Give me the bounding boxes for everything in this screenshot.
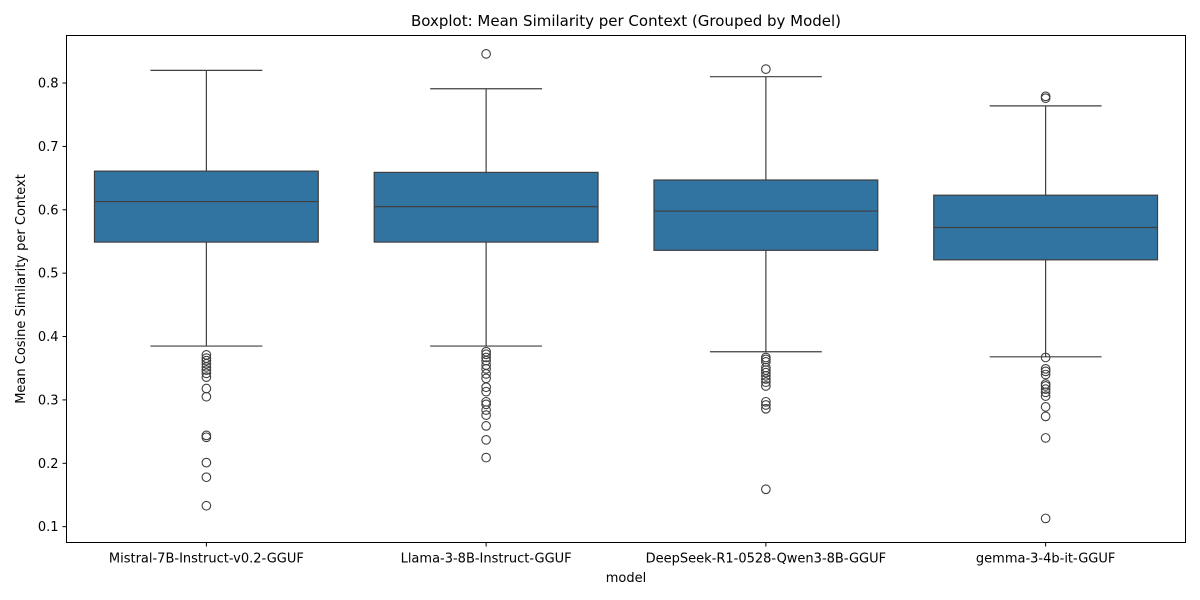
- outlier-point: [201, 432, 212, 443]
- outlier-point: [481, 386, 491, 397]
- y-tick-label: 0.8: [38, 77, 59, 92]
- box-group: [93, 69, 319, 511]
- outlier-point: [1040, 366, 1051, 377]
- outlier-point: [481, 49, 491, 59]
- outlier-point: [481, 421, 491, 431]
- outlier-point: [761, 400, 771, 410]
- outlier-point: [1040, 402, 1051, 412]
- outlier-point: [761, 377, 771, 388]
- y-tick-label: 0.4: [38, 330, 59, 345]
- outlier-point: [1040, 387, 1051, 398]
- box-series: [93, 49, 1159, 524]
- outlier-point: [481, 410, 491, 420]
- outlier-point: [201, 472, 212, 483]
- outlier-point: [481, 382, 491, 393]
- x-tick-label: gemma-3-4b-it-GGUF: [976, 552, 1115, 567]
- outlier-point: [1040, 384, 1051, 394]
- box-group: [933, 91, 1159, 524]
- outlier-point: [761, 381, 771, 391]
- outlier-point: [761, 484, 771, 495]
- y-tick-label: 0.1: [38, 520, 59, 535]
- outlier-point: [481, 369, 491, 379]
- x-axis-label: model: [606, 571, 646, 586]
- box-iqr: [93, 170, 319, 243]
- outlier-point: [481, 364, 491, 374]
- outlier-point: [1040, 433, 1051, 443]
- chart-title: Boxplot: Mean Similarity per Context (Gr…: [411, 12, 841, 30]
- outlier-point: [201, 372, 212, 382]
- x-tick-label: DeepSeek-R1-0528-Qwen3-8B-GGUF: [646, 552, 887, 567]
- outlier-point: [761, 374, 771, 384]
- y-tick-label: 0.7: [38, 140, 59, 155]
- outlier-point: [1040, 352, 1051, 363]
- y-tick-label: 0.6: [38, 203, 59, 218]
- outlier-point: [481, 452, 491, 463]
- outlier-point: [201, 368, 212, 379]
- outlier-point: [1040, 364, 1051, 374]
- outlier-point: [1040, 391, 1051, 401]
- box-group: [373, 49, 599, 463]
- x-tick-label: Mistral-7B-Instruct-v0.2-GGUF: [109, 552, 304, 567]
- outlier-point: [201, 365, 212, 375]
- x-axis: Mistral-7B-Instruct-v0.2-GGUF Llama-3-8B-…: [109, 542, 1115, 567]
- outlier-point: [1040, 513, 1051, 524]
- box-iqr: [653, 179, 879, 251]
- outlier-point: [1040, 369, 1051, 380]
- outlier-point: [761, 370, 771, 381]
- y-axis-label: Mean Cosine Similarity per Context: [14, 174, 29, 404]
- outlier-point: [201, 457, 212, 468]
- outlier-point: [201, 391, 212, 402]
- outlier-point: [201, 362, 212, 372]
- y-tick-label: 0.5: [38, 267, 59, 282]
- plot-area-frame: [66, 35, 1186, 543]
- y-tick-label: 0.2: [38, 457, 59, 472]
- outlier-point: [481, 405, 491, 415]
- x-tick-label: Llama-3-8B-Instruct-GGUF: [401, 552, 572, 567]
- outlier-point: [1040, 381, 1051, 391]
- outlier-point: [761, 367, 771, 378]
- outlier-point: [201, 358, 212, 369]
- outlier-point: [761, 64, 771, 74]
- outlier-point: [761, 396, 771, 407]
- outlier-point: [481, 349, 491, 360]
- box-group: [653, 64, 879, 495]
- outlier-point: [1040, 93, 1051, 104]
- y-tick-label: 0.3: [38, 393, 59, 408]
- outlier-point: [481, 352, 491, 363]
- y-axis: 0.1 0.2 0.3 0.4 0.5 0.6 0.7 0.8: [38, 77, 67, 535]
- outlier-point: [481, 434, 491, 445]
- outlier-point: [1040, 411, 1051, 422]
- outlier-point: [201, 500, 212, 511]
- outlier-point: [201, 355, 212, 366]
- outlier-point: [761, 403, 771, 414]
- box-iqr: [373, 171, 599, 243]
- outlier-point: [481, 399, 491, 410]
